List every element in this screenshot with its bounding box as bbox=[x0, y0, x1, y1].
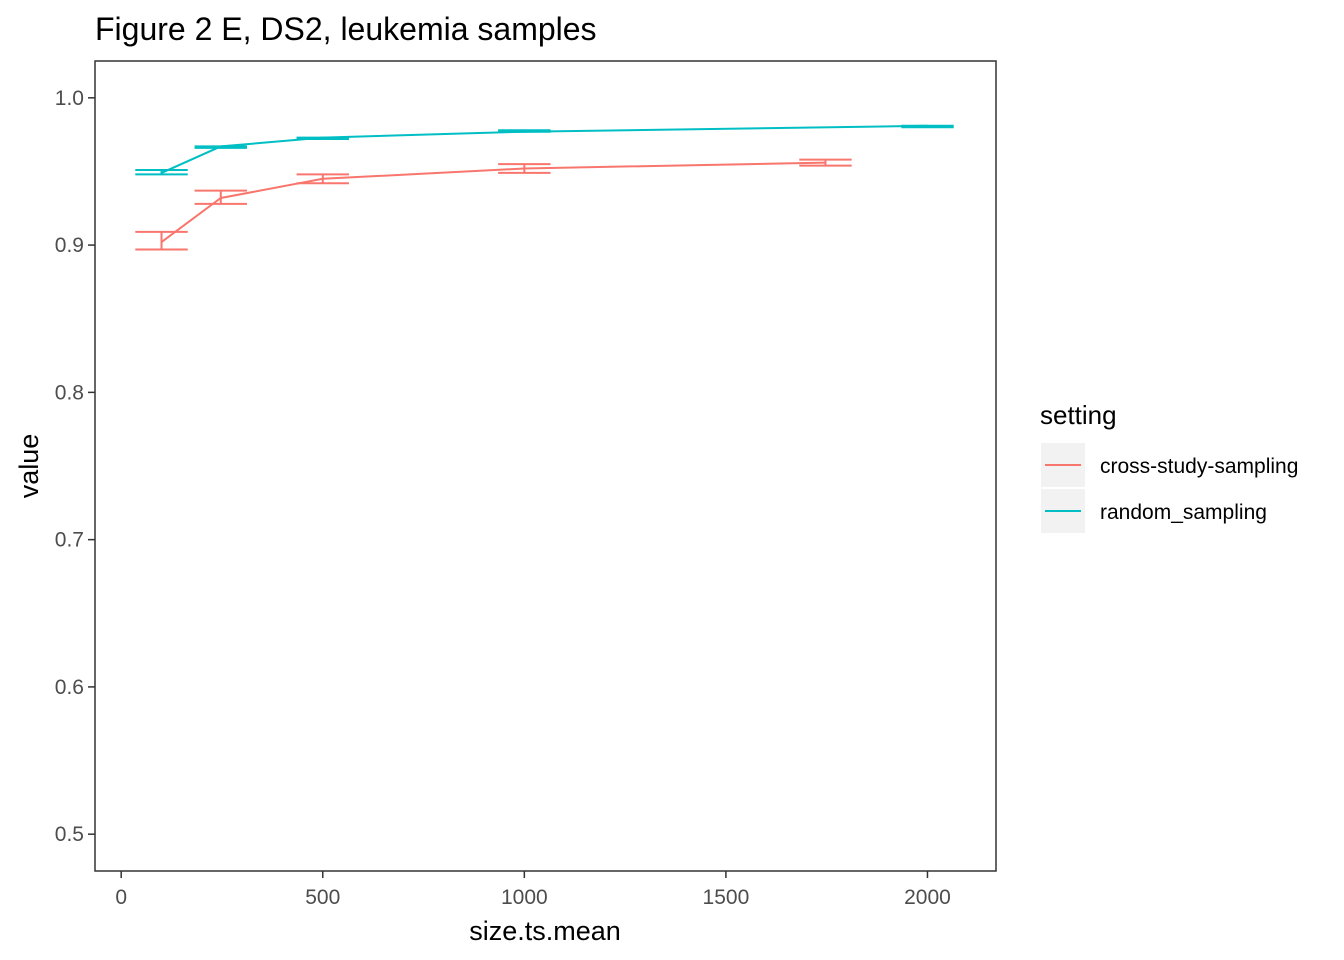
legend-item-cross-study-sampling: cross-study-sampling bbox=[1041, 443, 1298, 487]
x-tick-label: 1500 bbox=[703, 886, 750, 909]
error-bar bbox=[296, 136, 349, 141]
y-axis-title: value bbox=[14, 434, 44, 499]
error-bar bbox=[194, 145, 247, 149]
x-tick-label: 0 bbox=[115, 886, 127, 909]
y-tick-label: 1.0 bbox=[55, 87, 84, 110]
series-random_sampling bbox=[135, 124, 954, 176]
plot-area bbox=[135, 124, 954, 251]
series-cross-study-sampling bbox=[135, 158, 852, 251]
chart-title: Figure 2 E, DS2, leukemia samples bbox=[95, 11, 597, 47]
y-axis: 0.5 0.6 0.7 0.8 0.9 1.0 bbox=[55, 87, 95, 846]
legend-item-random_sampling: random_sampling bbox=[1041, 489, 1267, 533]
y-tick-label: 0.8 bbox=[55, 381, 84, 404]
y-tick-label: 0.5 bbox=[55, 823, 84, 846]
x-tick-label: 1000 bbox=[501, 886, 548, 909]
error-bar bbox=[901, 124, 954, 129]
error-bar bbox=[498, 129, 551, 133]
x-tick-label: 500 bbox=[305, 886, 340, 909]
x-axis: 0 500 1000 1500 2000 bbox=[115, 871, 951, 909]
legend-label: cross-study-sampling bbox=[1100, 455, 1298, 478]
error-bar bbox=[194, 189, 247, 205]
error-bar bbox=[799, 158, 852, 167]
legend-items: cross-study-sampling random_sampling bbox=[1041, 443, 1298, 533]
error-bar bbox=[135, 230, 188, 251]
error-bar bbox=[296, 173, 349, 185]
series-line bbox=[160, 161, 826, 243]
legend-label: random_sampling bbox=[1100, 501, 1267, 524]
error-bar bbox=[498, 163, 551, 174]
x-axis-title: size.ts.mean bbox=[469, 916, 621, 946]
legend: setting cross-study-sampling random_sampl… bbox=[1040, 400, 1298, 533]
y-tick-label: 0.6 bbox=[55, 676, 84, 699]
y-tick-label: 0.9 bbox=[55, 234, 84, 257]
panel-border bbox=[94, 60, 997, 872]
legend-title: setting bbox=[1040, 400, 1117, 430]
x-tick-label: 2000 bbox=[904, 886, 951, 909]
y-tick-label: 0.7 bbox=[55, 529, 84, 552]
error-bar bbox=[135, 168, 188, 176]
